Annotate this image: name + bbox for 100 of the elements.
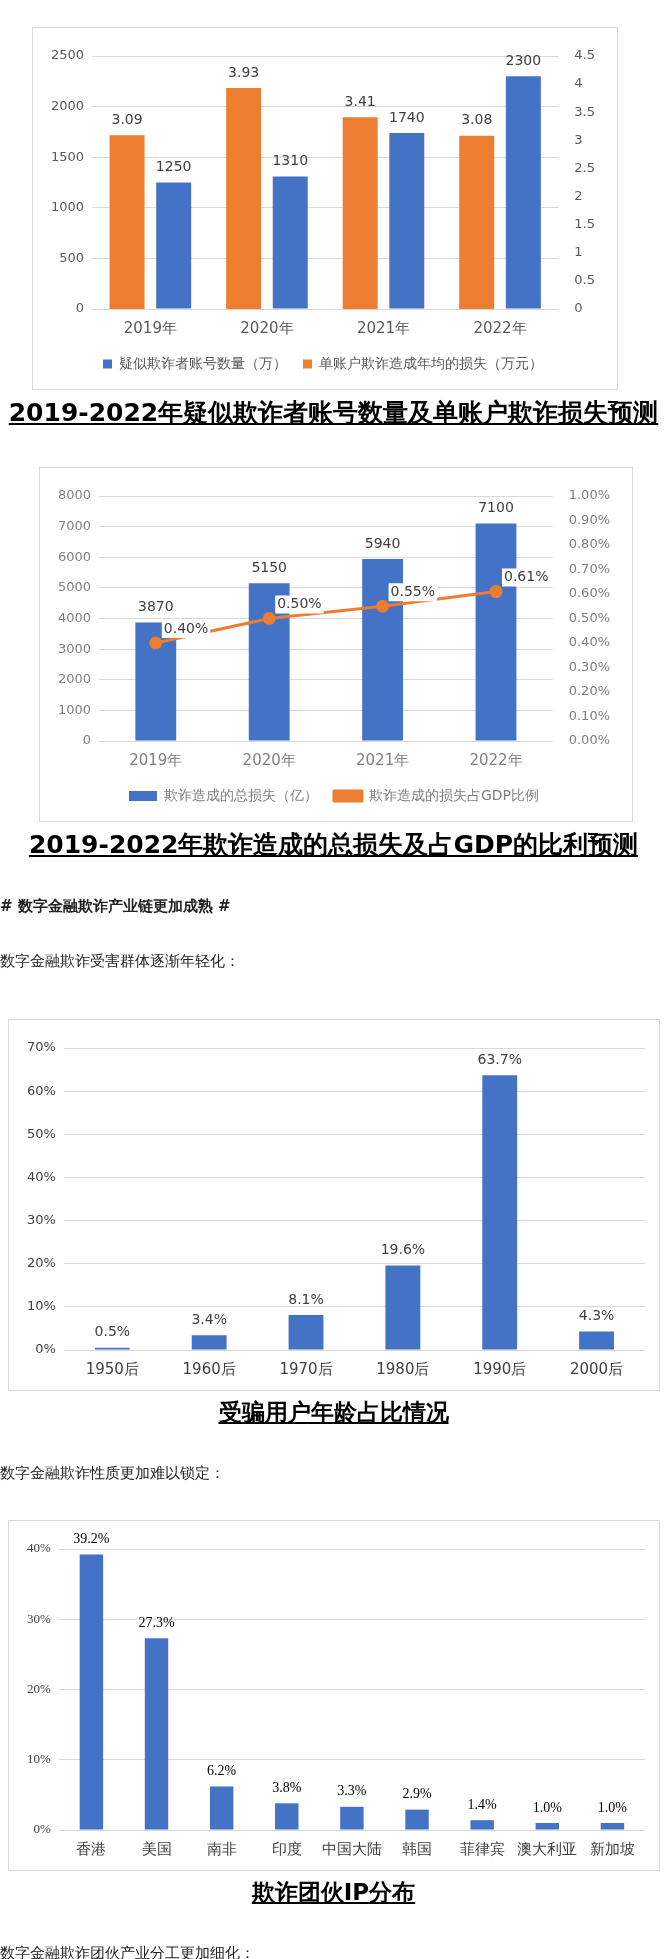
x-tick-label: 菲律宾	[459, 1840, 505, 1857]
bar	[505, 76, 541, 309]
data-label: 5940	[364, 534, 401, 551]
text: 数字金融欺诈性质更加难以锁定：	[0, 1464, 226, 1483]
y-tick-label: 0%	[35, 1341, 56, 1357]
y-tick-label: 0	[75, 300, 85, 316]
text: 2019-2022年疑似欺诈者账号数量及单账户欺诈损失预测	[8, 397, 659, 429]
x-tick-label: 2021年	[356, 750, 410, 769]
bar	[579, 1331, 615, 1350]
x-tick-label: 2022年	[473, 318, 527, 337]
data-label: 2300	[505, 51, 542, 68]
data-label: 19.6%	[380, 1241, 426, 1258]
bar	[600, 1822, 625, 1830]
point	[262, 612, 276, 625]
data-label: 5150	[251, 558, 288, 575]
text: 受骗用户年龄占比情况	[217, 1398, 450, 1427]
x-tick-label: 新加坡	[589, 1840, 635, 1857]
y2-tick-label: 0.70%	[568, 560, 611, 576]
y2-tick-label: 0.90%	[568, 511, 611, 527]
y-tick-label: 40%	[26, 1168, 56, 1184]
data-label: 63.7%	[477, 1050, 522, 1067]
y-tick-label: 10%	[26, 1751, 51, 1767]
data-label: 3.4%	[191, 1310, 227, 1327]
x-tick-label: 中国大陆	[321, 1840, 382, 1857]
point	[149, 636, 163, 650]
y-tick-label: 10%	[26, 1298, 56, 1314]
x-tick-label: 韩国	[402, 1840, 433, 1857]
data-label: 3.93	[228, 63, 260, 80]
y-tick-label: 20%	[26, 1255, 56, 1271]
y-tick-label: 40%	[26, 1540, 51, 1556]
bar	[288, 1315, 324, 1350]
x-tick-label: 南非	[206, 1840, 237, 1857]
bar	[144, 1638, 169, 1830]
data-label: 1740	[388, 108, 425, 125]
y-tick-label: 0%	[33, 1821, 51, 1837]
data-label: 39.2%	[73, 1531, 110, 1547]
data-label: 6.2%	[207, 1763, 237, 1779]
x-tick-label: 2022年	[469, 750, 523, 769]
y2-tick-label: 0.80%	[568, 536, 611, 552]
y-tick-label: 30%	[26, 1610, 51, 1626]
y-tick-label: 1000	[50, 199, 85, 215]
bar	[275, 1803, 299, 1830]
y2-tick-label: 0.00%	[568, 732, 611, 748]
x-tick-label: 2019年	[129, 750, 183, 769]
y-tick-label: 5000	[57, 579, 92, 595]
y-tick-label: 1000	[57, 701, 92, 717]
y2-tick-label: 0.30%	[568, 658, 611, 674]
bar	[109, 135, 145, 309]
data-label: 3.09	[111, 110, 143, 127]
y2-tick-label: 2.5	[574, 159, 596, 175]
x-tick-label: 印度	[271, 1840, 302, 1857]
data-label: 27.3%	[138, 1614, 175, 1630]
data-label: 1.0%	[532, 1799, 563, 1815]
y-tick-label: 8000	[57, 487, 92, 503]
y2-tick-label: 3	[574, 131, 583, 147]
point	[489, 585, 503, 599]
x-tick-label: 1970后	[279, 1359, 333, 1378]
data-label: 7100	[478, 499, 514, 516]
y2-tick-label: 4.5	[574, 47, 596, 63]
y-tick-label: 1500	[50, 148, 85, 164]
x-tick-label: 香港	[76, 1840, 107, 1857]
y2-tick-label: 1	[574, 244, 583, 260]
data-label: 0.40%	[163, 619, 209, 636]
legend-label: 单账户欺诈造成年均的损失（万元）	[319, 354, 543, 371]
legend-label: 疑似欺诈者账号数量（万）	[119, 354, 287, 371]
data-label: 0.50%	[277, 595, 322, 612]
point	[376, 599, 390, 613]
data-label: 3.08	[461, 111, 493, 128]
y-tick-label: 3000	[57, 640, 92, 656]
bar	[79, 1554, 104, 1830]
y2-tick-label: 0.5	[574, 272, 596, 288]
x-tick-label: 2020年	[242, 750, 296, 769]
x-tick-label: 2000后	[569, 1359, 624, 1378]
y2-tick-label: 0.20%	[568, 683, 611, 699]
y-tick-label: 60%	[26, 1082, 56, 1098]
y2-tick-label: 3.5	[574, 103, 596, 119]
y2-tick-label: 0	[574, 300, 583, 316]
x-tick-label: 1980后	[376, 1359, 430, 1378]
bar	[459, 135, 495, 309]
data-label: 0.5%	[94, 1323, 131, 1340]
y2-tick-label: 1.5	[574, 216, 596, 232]
y-tick-label: 0	[82, 732, 92, 748]
y2-tick-label: 0.10%	[568, 707, 611, 723]
y-tick-label: 2000	[57, 671, 92, 687]
bar	[535, 1822, 560, 1830]
x-tick-label: 美国	[141, 1840, 172, 1857]
y-tick-label: 20%	[26, 1680, 51, 1696]
legend-label: 欺诈造成的总损失（亿）	[163, 786, 318, 803]
x-tick-label: 1950后	[85, 1359, 139, 1378]
x-tick-label: 2021年	[356, 318, 411, 337]
bar	[405, 1809, 429, 1830]
y-tick-label: 4000	[57, 609, 92, 625]
data-label: 1.4%	[467, 1796, 498, 1812]
text: 数字金融欺诈受害群体逐渐年轻化：	[0, 952, 241, 971]
data-label: 3.41	[344, 92, 376, 109]
y-tick-label: 70%	[26, 1039, 56, 1055]
bar	[389, 132, 425, 309]
data-label: 8.1%	[288, 1290, 324, 1307]
bar	[226, 88, 262, 309]
y2-tick-label: 0.60%	[568, 585, 611, 601]
